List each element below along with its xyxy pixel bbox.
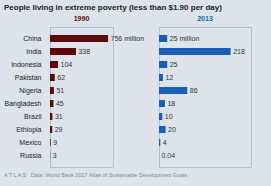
html-text:People living in extreme pover: People living in extreme poverty (less t… [4,3,222,12]
svg-text:Russia: Russia [20,152,42,159]
svg-text:3: 3 [53,152,57,159]
svg-text:Mexico: Mexico [19,139,41,146]
svg-text:18: 18 [167,100,175,107]
svg-text:9: 9 [53,139,57,146]
svg-text:Nigeria: Nigeria [19,87,41,95]
svg-text:China: China [23,35,41,42]
svg-text:Bangladesh: Bangladesh [5,100,42,108]
svg-text:0.04: 0.04 [162,152,176,159]
svg-text:31: 31 [55,113,63,120]
svg-text:4: 4 [163,139,167,146]
html-text:1990: 1990 [73,15,90,22]
svg-text:India: India [26,48,41,55]
svg-text:25: 25 [170,61,178,68]
svg-text:25 million: 25 million [170,35,200,42]
svg-text:51: 51 [56,87,64,94]
svg-text:218: 218 [233,48,245,55]
svg-text:10: 10 [165,113,173,120]
svg-text:Indonesia: Indonesia [11,61,41,68]
svg-text:104: 104 [60,61,72,68]
svg-text:338: 338 [78,48,90,55]
html-text:2013: 2013 [197,15,213,22]
svg-text:62: 62 [57,74,65,81]
svg-text:12: 12 [165,74,173,81]
svg-text:20: 20 [168,126,176,133]
svg-text:Ethiopia: Ethiopia [16,126,41,134]
svg-text:29: 29 [55,126,63,133]
html-text:A T L A S Data: World Bank 201: A T L A S Data: World Bank 2017 Atlas of… [4,172,188,179]
svg-text:Brazil: Brazil [24,113,42,120]
svg-text:Pakistan: Pakistan [15,74,42,81]
svg-text:756 million: 756 million [111,35,145,42]
svg-text:45: 45 [56,100,64,107]
svg-text:86: 86 [190,87,198,94]
